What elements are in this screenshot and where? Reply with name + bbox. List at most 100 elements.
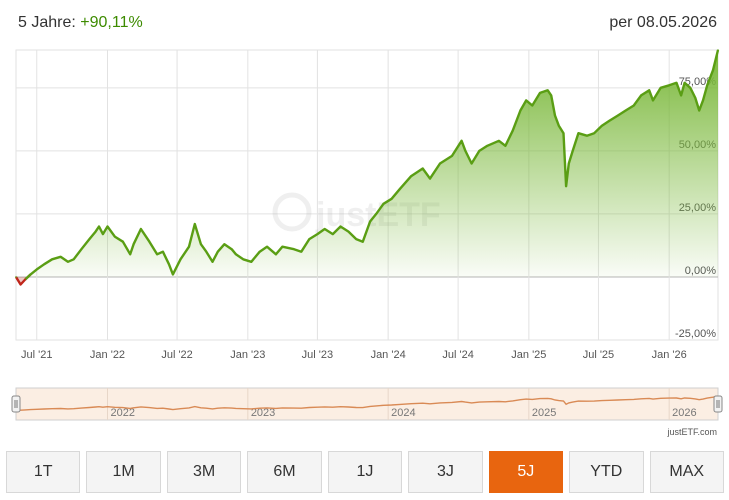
data-point: [300, 250, 303, 253]
data-point: [293, 248, 295, 251]
x-tick-label: Jul '23: [302, 349, 333, 361]
data-point: [608, 119, 611, 122]
data-point: [168, 263, 170, 266]
data-point: [675, 81, 678, 84]
data-point: [235, 253, 237, 256]
range-button-1t[interactable]: 1T: [6, 451, 81, 493]
data-point: [106, 225, 109, 228]
data-point: [211, 261, 214, 263]
navigator-tick-label: 2025: [532, 407, 556, 419]
data-point: [242, 258, 245, 261]
data-point: [519, 109, 522, 112]
data-point: [640, 94, 642, 97]
navigator-tick-label: 2022: [110, 407, 134, 419]
credit-text: justETF.com: [666, 427, 717, 437]
data-point: [88, 238, 91, 240]
data-point: [281, 245, 284, 248]
data-point: [148, 240, 151, 243]
data-point: [531, 104, 534, 107]
as-of-date: per 08.05.2026: [609, 14, 717, 31]
data-point: [94, 230, 97, 233]
x-tick-label: Jan '23: [230, 349, 265, 361]
data-point: [316, 233, 319, 235]
data-point: [67, 261, 69, 263]
data-point: [205, 250, 208, 253]
data-point: [683, 81, 686, 84]
data-point: [29, 273, 32, 276]
data-point: [188, 245, 190, 248]
data-point: [275, 253, 277, 256]
x-tick-label: Jul '22: [161, 349, 192, 361]
data-point: [525, 99, 527, 102]
range-button-3m[interactable]: 3M: [166, 451, 242, 493]
range-button-6m[interactable]: 6M: [247, 451, 322, 493]
range-button-3j[interactable]: 3J: [408, 451, 483, 493]
range-button-ytd[interactable]: YTD: [569, 451, 644, 493]
data-point: [546, 89, 549, 92]
data-point: [464, 150, 467, 152]
data-point: [43, 263, 45, 266]
data-point: [668, 84, 670, 87]
data-point: [355, 238, 358, 240]
navigator-chart[interactable]: 2022 2023 2024 2025 2026 justETF.com: [0, 380, 729, 440]
data-point: [172, 273, 174, 276]
data-point: [511, 129, 514, 132]
x-tick-label: Jul '21: [21, 349, 52, 361]
navigator-handle-left[interactable]: [11, 395, 21, 413]
watermark-icon: [272, 192, 312, 232]
data-point: [706, 84, 709, 87]
data-point: [250, 261, 253, 263]
data-point: [331, 233, 334, 235]
x-tick-label: Jul '24: [442, 349, 473, 361]
y-tick-label: -25,00%: [675, 328, 716, 340]
data-point: [659, 87, 662, 89]
data-point: [399, 187, 401, 190]
range-button-max[interactable]: MAX: [649, 451, 724, 493]
data-point: [193, 223, 196, 225]
data-point: [702, 99, 704, 102]
data-point: [24, 278, 27, 281]
data-point: [156, 253, 158, 256]
data-point: [140, 228, 142, 230]
data-point: [698, 109, 700, 112]
navigator-line: [15, 395, 719, 411]
data-point: [114, 235, 116, 238]
data-point: [217, 250, 219, 253]
range-button-5j[interactable]: 5J: [488, 451, 564, 493]
data-point: [504, 145, 507, 147]
data-point: [712, 69, 714, 71]
data-point: [571, 150, 574, 152]
performance-chart: -25,00%0,00%25,00%50,00%75,00%Jul '21Jan…: [14, 49, 720, 361]
data-point: [80, 248, 83, 251]
navigator-tick-label: 2026: [672, 407, 696, 419]
data-point: [102, 233, 104, 235]
data-point: [616, 114, 619, 117]
data-point: [460, 139, 463, 142]
navigator-tick-label: 2024: [391, 407, 415, 419]
data-point: [59, 255, 62, 258]
area-fill: [25, 50, 718, 277]
data-point: [601, 124, 603, 127]
data-point: [308, 238, 311, 240]
data-point: [51, 258, 53, 261]
data-point: [478, 150, 481, 152]
range-button-1j[interactable]: 1J: [327, 451, 403, 493]
data-point: [568, 162, 570, 165]
data-point: [223, 243, 226, 245]
data-point: [586, 134, 588, 137]
data-point: [266, 245, 268, 248]
data-point: [72, 258, 75, 261]
data-point: [421, 167, 424, 170]
navigator-handle-right[interactable]: [713, 395, 723, 413]
x-tick-label: Jan '25: [511, 349, 546, 361]
data-point: [122, 240, 124, 243]
data-point: [694, 97, 697, 99]
range-button-1m[interactable]: 1M: [86, 451, 161, 493]
data-point: [15, 276, 17, 278]
data-point: [451, 155, 453, 157]
x-tick-label: Jan '26: [652, 349, 687, 361]
data-point: [375, 213, 378, 215]
data-point: [19, 283, 22, 286]
data-point: [486, 145, 489, 147]
data-point: [323, 228, 326, 230]
